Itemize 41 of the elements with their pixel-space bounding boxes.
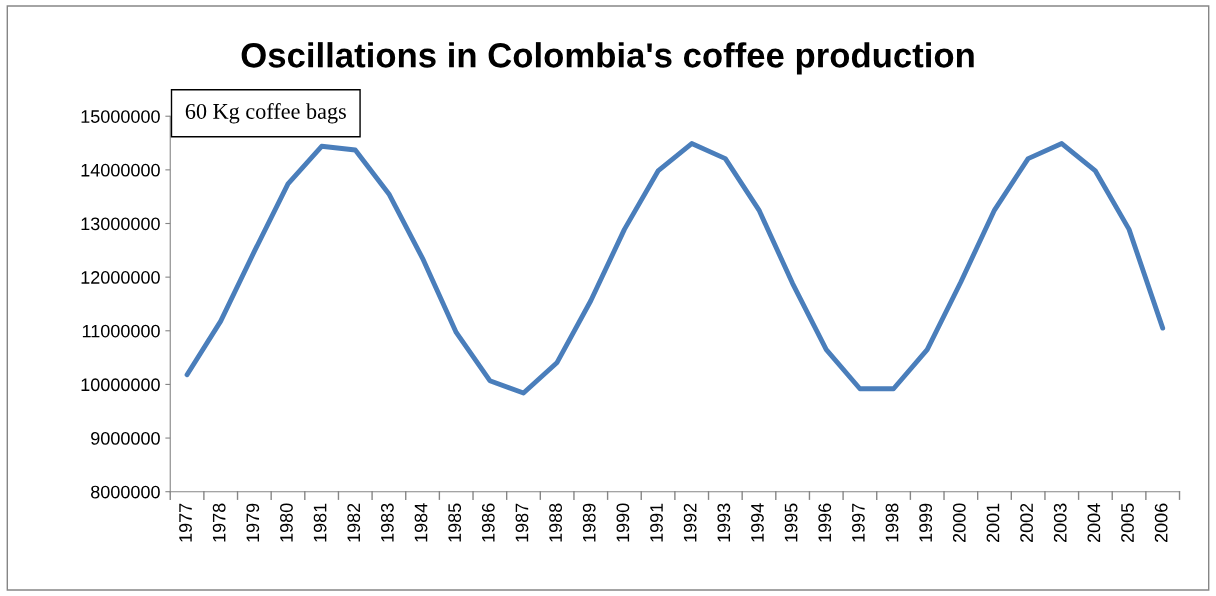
x-tick-label: 1978 (212, 503, 226, 542)
x-tick-label: 1984 (414, 503, 428, 542)
x-tick-label: 1999 (919, 503, 933, 542)
x-tick-label: 1988 (549, 503, 562, 542)
y-tick-label: 15000000 (81, 110, 160, 123)
x-tick-label: 1987 (515, 503, 529, 542)
x-tick-label: 2003 (1053, 503, 1067, 543)
y-tick-label: 14000000 (81, 163, 160, 177)
x-tick-label: 1983 (380, 503, 394, 542)
x-tick-label: 1979 (246, 503, 260, 542)
x-tick-label: 1985 (448, 503, 462, 542)
x-tick-label: 1997 (851, 503, 865, 542)
x-tick-label: 1990 (616, 503, 630, 542)
y-tick-label: 9000000 (91, 431, 160, 445)
chart-title: Oscillations in Colombia's coffee production (241, 42, 974, 75)
y-tick-label: 8000000 (91, 485, 160, 499)
x-tick-label: 1982 (347, 503, 361, 542)
x-tick-label: 1992 (683, 503, 697, 542)
x-tick-label: 1998 (885, 503, 899, 542)
x-tick-label: 1980 (280, 503, 293, 542)
x-tick-label: 1989 (582, 503, 596, 542)
x-tick-label: 1994 (751, 503, 764, 542)
y-tick-label: 11000000 (82, 324, 160, 338)
x-tick-label: 1995 (784, 503, 798, 542)
x-tick-label: 2005 (1121, 503, 1134, 543)
y-tick-label: 10000000 (81, 378, 160, 392)
x-tick-label: 1991 (650, 503, 663, 542)
x-tick-label: 2000 (952, 503, 966, 543)
x-tick-label: 1981 (313, 503, 327, 542)
x-tick-label: 2004 (1087, 503, 1101, 543)
y-tick-label: 12000000 (81, 271, 160, 284)
x-tick-label: 1986 (481, 503, 495, 542)
x-tick-label: 1977 (179, 503, 192, 542)
x-tick-label: 1993 (717, 503, 731, 542)
x-tick-label: 2006 (1154, 503, 1168, 543)
x-tick-label: 2001 (986, 503, 1000, 543)
x-tick-label: 2002 (1020, 503, 1033, 543)
y-tick-label: 13000000 (81, 217, 160, 231)
x-tick-label: 1996 (818, 503, 832, 542)
line-series (184, 141, 1166, 396)
annotation: 60 Kg coffee bags (185, 103, 346, 124)
